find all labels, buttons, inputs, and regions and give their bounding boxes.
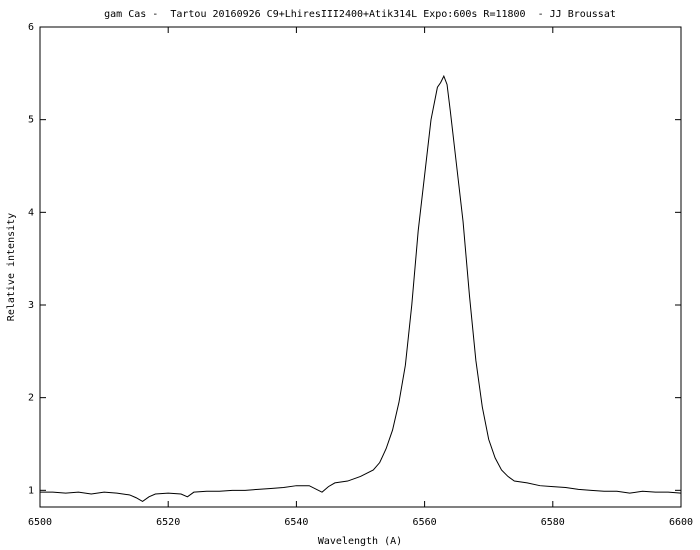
y-tick-label: 5 (28, 115, 34, 126)
x-tick-label: 6520 (156, 517, 180, 528)
y-tick-label: 2 (28, 393, 34, 404)
y-axis-label: Relative intensity (6, 213, 17, 321)
y-tick-label: 3 (28, 300, 34, 311)
chart-title: gam Cas - Tartou 20160926 C9+LhiresIII24… (104, 9, 616, 20)
x-tick-label: 6540 (284, 517, 308, 528)
x-tick-label: 6600 (669, 517, 693, 528)
y-tick-label: 6 (28, 22, 34, 33)
x-tick-label: 6580 (541, 517, 565, 528)
y-tick-label: 4 (28, 207, 34, 218)
plot-border (39, 26, 682, 508)
y-tick-label: 1 (28, 485, 34, 496)
spectrum-line (40, 74, 682, 503)
x-tick-label: 6500 (28, 517, 52, 528)
x-tick-label: 6560 (413, 517, 437, 528)
x-axis-label: Wavelength (A) (318, 536, 402, 547)
